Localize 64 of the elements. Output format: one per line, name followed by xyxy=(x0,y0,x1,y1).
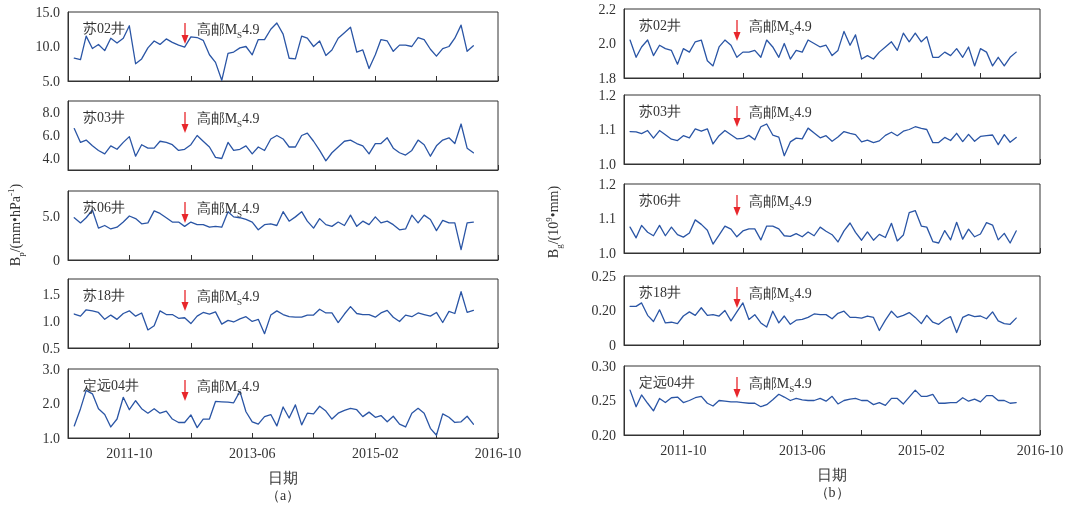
y-tick-label: 1.2 xyxy=(598,176,616,192)
y-tick-label: 15.0 xyxy=(35,4,60,20)
text: 苏18井 xyxy=(83,287,125,303)
y-tick-label: 0.30 xyxy=(591,358,616,374)
text: 定远04井 xyxy=(83,377,139,393)
y-tick-label: 1.1 xyxy=(598,211,616,226)
y-tick-label: 0 xyxy=(53,252,60,268)
ref-line-label: 高邮M$_{S}$4.9 xyxy=(196,111,260,131)
y-tick-label: 0.25 xyxy=(591,393,616,408)
x-tick-label: 2013-06 xyxy=(778,442,826,458)
y-tick-label: 5.0 xyxy=(42,73,60,89)
ref-line-label: 高邮M$_{S}$4.9 xyxy=(748,376,812,396)
y-tick-label: 4.0 xyxy=(42,151,60,166)
y-tick-label: 10.0 xyxy=(35,39,60,54)
y-tick-label: 0 xyxy=(609,337,616,353)
y-tick-label: 2.0 xyxy=(42,396,60,411)
text: 苏06井 xyxy=(83,199,125,215)
line-series xyxy=(629,209,1017,245)
y-tick-label: 1.8 xyxy=(598,70,616,86)
x-tick-label: 2013-06 xyxy=(228,445,276,461)
text: 苏18井 xyxy=(639,284,681,300)
text: （b） xyxy=(814,485,850,501)
x-axis-title: 日期 xyxy=(817,466,847,483)
ref-line-label: 高邮M$_{S}$4.9 xyxy=(748,19,812,39)
y-tick-label: 0.25 xyxy=(591,268,616,284)
y-tick-label: 0.20 xyxy=(591,303,616,318)
text: 苏03井 xyxy=(639,103,681,119)
ref-line-label: 高邮M$_{S}$4.9 xyxy=(748,194,812,214)
ref-line-label: 高邮M$_{S}$4.9 xyxy=(196,201,260,221)
text: 苏02井 xyxy=(639,17,681,33)
ref-line-label: 高邮M$_{S}$4.9 xyxy=(196,379,260,399)
y-tick-label: 2.0 xyxy=(598,36,616,51)
ref-line-label: 高邮M$_{S}$4.9 xyxy=(748,105,812,125)
y-tick-label: 1.0 xyxy=(42,430,60,446)
ref-line-label: 高邮M$_{S}$4.9 xyxy=(196,22,260,42)
y-tick-label: 1.2 xyxy=(598,87,616,103)
y-tick-label: 0.5 xyxy=(42,340,60,356)
text: （a） xyxy=(265,488,301,504)
line-series xyxy=(73,22,475,81)
y-tick-label: 1.0 xyxy=(598,156,616,172)
y-tick-label: 5.0 xyxy=(42,209,60,225)
x-tick-label: 2016-10 xyxy=(1016,442,1064,458)
ref-line-label: 高邮M$_{S}$4.9 xyxy=(196,289,260,309)
y-tick-label: 3.0 xyxy=(42,361,60,377)
text: 苏06井 xyxy=(639,192,681,208)
y-tick-label: 8.0 xyxy=(42,105,60,120)
y-tick-label: 2.2 xyxy=(598,1,616,17)
y-tick-label: 0.20 xyxy=(591,427,616,443)
line-series xyxy=(629,123,1017,157)
x-tick-label: 2011-10 xyxy=(106,445,153,461)
x-tick-label: 2011-10 xyxy=(660,442,707,458)
y-tick-label: 1.0 xyxy=(598,245,616,261)
ref-line-label: 高邮M$_{S}$4.9 xyxy=(748,286,812,306)
text: 苏03井 xyxy=(83,109,125,125)
x-tick-label: 2015-02 xyxy=(351,445,399,461)
y-tick-label: 6.0 xyxy=(42,128,60,143)
y-tick-label: 1.0 xyxy=(42,313,60,329)
x-tick-label: 2016-10 xyxy=(474,445,522,461)
text: 苏02井 xyxy=(83,20,125,36)
x-tick-label: 2015-02 xyxy=(897,442,945,458)
text: 定远04井 xyxy=(639,374,695,390)
y-tick-label: 1.5 xyxy=(42,287,60,303)
y-tick-label: 1.1 xyxy=(598,122,616,137)
x-axis-title: 日期 xyxy=(268,469,298,486)
